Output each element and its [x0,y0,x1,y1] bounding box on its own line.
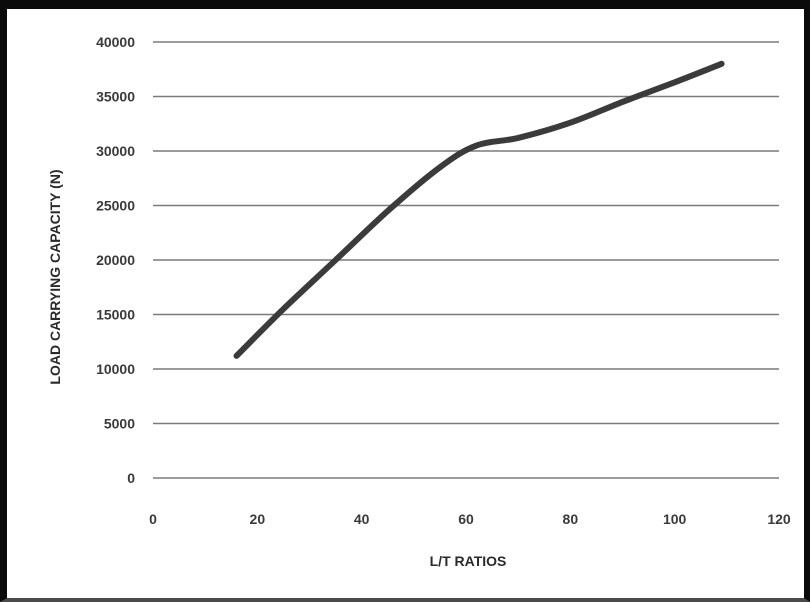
y-tick-labels: 0 5000 10000 15000 20000 25000 30000 35000 40000 [96,34,135,486]
x-tick-labels: 0 20 40 60 80 100 120 [149,511,791,527]
x-tick-label: 40 [354,511,370,527]
x-tick-label: 60 [458,511,474,527]
y-tick-label: 15000 [96,307,135,323]
x-tick-label: 100 [663,511,687,527]
y-tick-label: 20000 [96,252,135,268]
series-line-0 [233,60,725,359]
series-layer [233,60,725,359]
line-chart: 0 5000 10000 15000 20000 25000 30000 35000 40000… [47,34,791,569]
x-axis-title: L/T RATIOS [430,553,507,569]
x-tick-label: 80 [563,511,579,527]
y-tick-label: 25000 [96,198,135,214]
y-tick-label: 40000 [96,34,135,50]
x-tick-label: 0 [149,511,157,527]
y-tick-label: 0 [127,470,135,486]
x-tick-label: 120 [767,511,791,527]
y-tick-label: 35000 [96,89,135,105]
y-tick-label: 5000 [104,416,135,432]
y-axis-title: LOAD CARRYING CAPACITY (N) [47,169,63,384]
x-tick-label: 20 [250,511,266,527]
y-tick-label: 10000 [96,361,135,377]
gridlines [153,41,779,425]
y-tick-label: 30000 [96,143,135,159]
